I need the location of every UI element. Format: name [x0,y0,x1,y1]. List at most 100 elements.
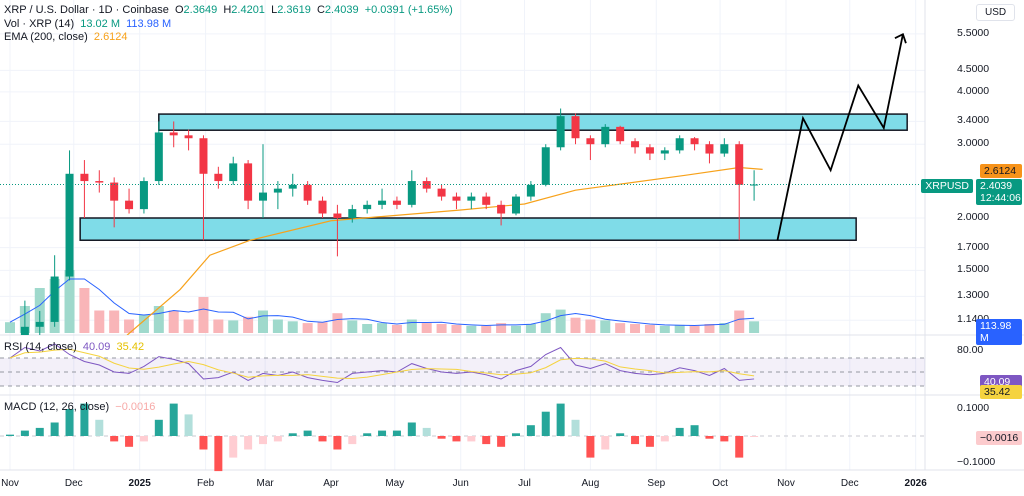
candle [244,160,253,210]
candle [511,194,520,216]
candle-body [110,182,119,201]
last-price-tag: 2.4039 12:44:06 [976,179,1022,205]
volume-bar [481,325,492,333]
main-pane [5,108,908,335]
volume-bar [555,309,566,333]
candle-body [303,184,312,201]
macd-histogram-bar [80,403,89,436]
candle-body [571,116,580,139]
macd-histogram-bar [437,436,446,439]
zone-rectangle [158,113,908,131]
candle [675,135,684,154]
macd-histogram-bar [631,436,640,445]
macd-histogram-bar [35,427,44,436]
candle-body [125,200,134,210]
currency-button[interactable]: USD [976,4,1016,21]
price-axis-label: 5.5000 [957,26,990,39]
volume-bar [198,297,209,333]
candle [318,196,327,218]
candle [333,204,342,257]
macd-histogram-bar [214,436,223,472]
volume-value: 13.02 M [80,18,120,30]
candle-body [690,138,699,145]
date-axis-label: Dec [840,478,859,489]
price-axis-label: 3.0000 [957,137,990,150]
macd-histogram-bar [660,436,669,442]
candle-body [50,276,59,322]
candle-body [20,326,29,335]
candle-body [288,184,297,189]
volume-bar [391,324,402,333]
macd-histogram-bar [422,427,431,436]
candle [467,192,476,210]
candle [378,188,387,210]
macd-axis-label: 0.1000 [957,402,990,414]
candle-body [407,181,416,205]
macd-histogram-bar [392,430,401,436]
candle-body [65,173,74,277]
candle [571,113,580,145]
candle-body [244,163,253,201]
volume-bar [451,324,462,333]
candle-body [735,144,744,185]
macd-histogram-bar [452,436,461,442]
candle-body [184,135,193,139]
candle [631,138,640,154]
volume-bar [436,324,447,333]
candle [586,135,595,161]
volume-bar [570,317,581,333]
candle-body [720,144,729,154]
volume-bar [332,313,343,333]
volume-bar [64,270,75,333]
candle-body [601,126,610,145]
date-axis-label: May [385,478,405,489]
volume-bar [362,324,373,333]
macd-histogram-bar [154,419,163,436]
candle [363,200,372,214]
rsi-label: RSI (14, close) [4,341,77,353]
ema-line [126,166,763,335]
candle [556,108,565,151]
volume-bar [466,325,477,333]
volume-bar [525,324,536,333]
date-axis-label: 2026 [904,478,927,489]
ema-value: 2.6124 [93,31,128,43]
candle [273,181,282,210]
macd-histogram-bar [65,409,74,436]
volume-bar [585,319,596,333]
ema-label: EMA (200, close) [4,31,88,43]
candle-body [95,181,104,183]
candle [35,310,44,335]
date-axis-label: Apr [323,478,339,489]
macd-histogram-bar [110,436,119,442]
high-label: H [223,4,232,16]
volume-bar [406,319,417,333]
symbol-tag: XRPUSD [921,179,973,193]
volume-bar [749,321,760,333]
volume-bar [659,325,670,333]
macd-histogram-bar [273,436,282,442]
high-value: 2.4201 [231,4,265,16]
date-axis-label: Oct [712,478,728,489]
rsi-ma-line [9,348,755,379]
price-axis-label: 1.7000 [957,240,990,253]
candle-body [511,196,520,214]
candle-body [214,173,223,182]
volume-bar [734,310,745,333]
macd-histogram-bar [586,436,595,458]
volume-bar [124,319,135,333]
volume-bar [138,315,149,333]
volume-bar [600,320,611,333]
volume-bar [228,320,239,333]
macd-histogram-bar [229,436,238,458]
macd-histogram-bar [244,436,253,450]
date-axis-label: Jun [452,478,469,489]
macd-histogram-bar [616,433,625,436]
macd-histogram-bar [482,436,491,445]
volume-bar [510,325,521,333]
macd-histogram-bar [6,434,14,436]
candle [139,177,148,214]
zone-rectangle [79,217,857,241]
